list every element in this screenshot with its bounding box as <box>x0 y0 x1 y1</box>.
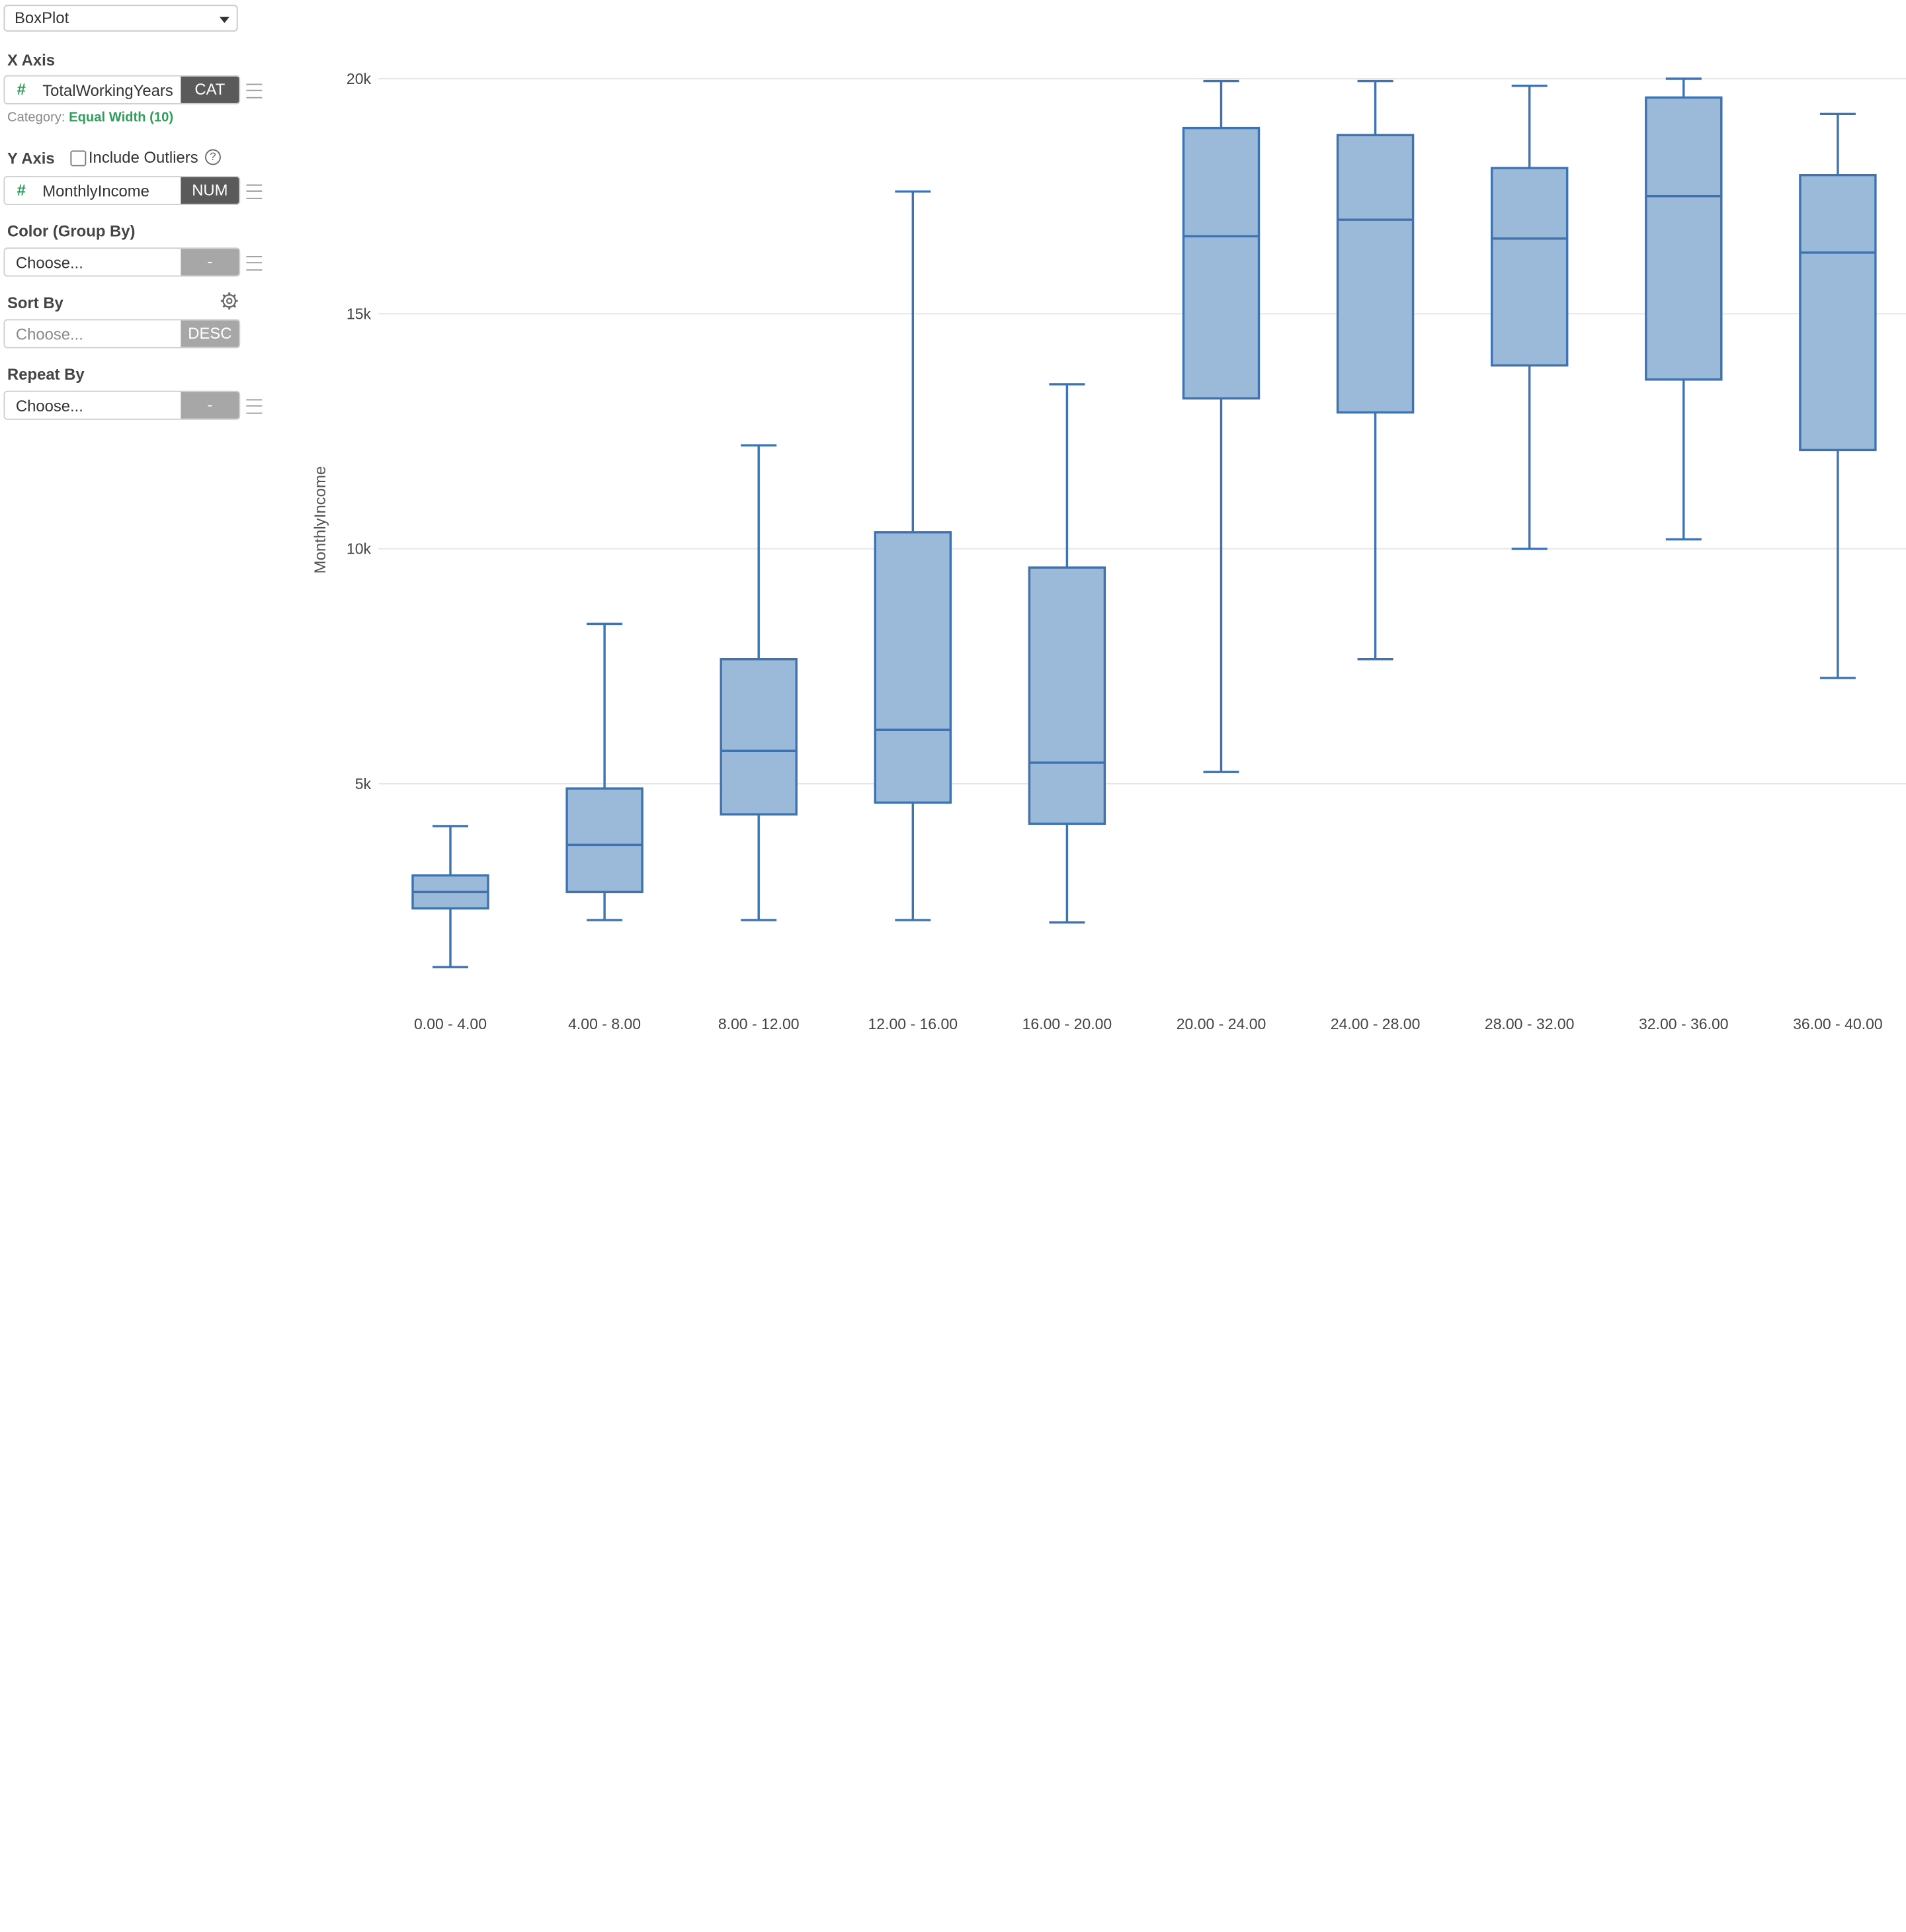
x-axis-type-tag[interactable]: CAT <box>181 76 239 103</box>
color-group-placeholder: Choose... <box>15 253 83 272</box>
x-axis-field-name: TotalWorkingYears <box>42 81 173 100</box>
iqr-box <box>1645 96 1723 381</box>
x-tick-label: 16.00 - 20.00 <box>1022 1015 1112 1032</box>
chart-config-panel: BoxPlot X Axis # TotalWorkingYears CAT C… <box>0 0 510 1932</box>
x-tick-label: 12.00 - 16.00 <box>868 1015 958 1032</box>
chart-type-value: BoxPlot <box>15 8 69 27</box>
x-tick-label: 4.00 - 8.00 <box>568 1015 641 1032</box>
iqr-box <box>1490 167 1569 367</box>
x-axis-ticks: 0.00 - 4.00 4.00 - 8.00 8.00 - 12.00 12.00 … <box>414 1015 1883 1032</box>
sort-by-field[interactable]: Choose... DESC <box>3 319 241 349</box>
repeat-by-tag[interactable]: - <box>181 392 239 419</box>
box-item <box>565 622 643 921</box>
repeat-by-placeholder: Choose... <box>15 396 83 415</box>
x-tick-label: 32.00 - 36.00 <box>1639 1015 1729 1032</box>
hash-icon: # <box>17 181 26 199</box>
sort-by-placeholder: Choose... <box>15 325 83 344</box>
iqr-box <box>720 657 798 816</box>
y-tick-label: 5k <box>355 775 372 792</box>
hamburger-menu-icon[interactable] <box>246 399 263 414</box>
y-axis-field[interactable]: # MonthlyIncome NUM <box>3 176 241 206</box>
y-tick-label: 20k <box>347 70 372 87</box>
iqr-box <box>1028 566 1106 825</box>
y-axis-ticks: 5k 10k 15k 20k <box>347 70 372 792</box>
x-tick-label: 24.00 - 28.00 <box>1331 1015 1421 1032</box>
boxplot-chart: 5k 10k 15k 20k MonthlyIncome 0.00 - 4.00 4.0… <box>311 70 1906 1032</box>
x-tick-label: 0.00 - 4.00 <box>414 1015 487 1032</box>
hamburger-menu-icon[interactable] <box>246 256 263 271</box>
y-axis-label: MonthlyIncome <box>311 466 329 574</box>
color-group-tag[interactable]: - <box>181 249 239 276</box>
x-axis-title: X Axis <box>7 51 56 69</box>
x-tick-label: 20.00 - 24.00 <box>1177 1015 1266 1032</box>
box-item <box>411 825 489 968</box>
hamburger-menu-icon[interactable] <box>246 184 263 199</box>
iqr-box <box>1182 126 1261 399</box>
box-item <box>1490 84 1569 550</box>
y-axis-type-tag[interactable]: NUM <box>181 177 239 204</box>
x-axis-category-info: Category: Equal Width (10) <box>7 110 173 125</box>
category-label: Category: <box>7 110 65 125</box>
help-icon[interactable]: ? <box>205 149 221 165</box>
iqr-box <box>565 787 643 894</box>
gear-icon[interactable] <box>220 291 239 310</box>
box-item <box>1799 112 1877 679</box>
box-item <box>1028 383 1106 924</box>
boxes <box>411 77 1877 968</box>
app-window: BoxPlot X Axis # TotalWorkingYears CAT C… <box>3 5 1906 1032</box>
hash-icon: # <box>17 80 26 99</box>
hamburger-menu-icon[interactable] <box>246 83 263 99</box>
repeat-by-title: Repeat By <box>7 365 85 384</box>
x-tick-label: 8.00 - 12.00 <box>718 1015 800 1032</box>
chart-type-select[interactable]: BoxPlot <box>3 5 238 32</box>
include-outliers-label[interactable]: Include Outliers <box>88 147 198 167</box>
box-item <box>1336 79 1415 661</box>
x-axis-field[interactable]: # TotalWorkingYears CAT <box>3 75 241 105</box>
iqr-box <box>1799 173 1877 452</box>
sort-by-title: Sort By <box>7 293 63 312</box>
sort-direction-tag[interactable]: DESC <box>181 320 239 347</box>
box-item <box>874 190 952 921</box>
y-axis-title: Y Axis <box>7 149 55 168</box>
box-item <box>1182 79 1261 773</box>
color-group-title: Color (Group By) <box>7 222 136 241</box>
x-tick-label: 28.00 - 32.00 <box>1485 1015 1575 1032</box>
include-outliers-checkbox[interactable] <box>70 150 87 167</box>
y-tick-label: 15k <box>347 305 372 322</box>
y-axis-field-name: MonthlyIncome <box>42 182 149 200</box>
box-item <box>720 444 798 921</box>
color-group-field[interactable]: Choose... - <box>3 247 241 277</box>
repeat-by-field[interactable]: Choose... - <box>3 390 241 420</box>
box-item <box>1645 77 1723 541</box>
chevron-down-icon <box>220 17 229 23</box>
iqr-box <box>874 531 952 804</box>
iqr-box <box>1336 134 1415 414</box>
y-tick-label: 10k <box>347 540 372 558</box>
x-tick-label: 36.00 - 40.00 <box>1793 1015 1883 1032</box>
category-binning-link[interactable]: Equal Width (10) <box>69 110 174 125</box>
